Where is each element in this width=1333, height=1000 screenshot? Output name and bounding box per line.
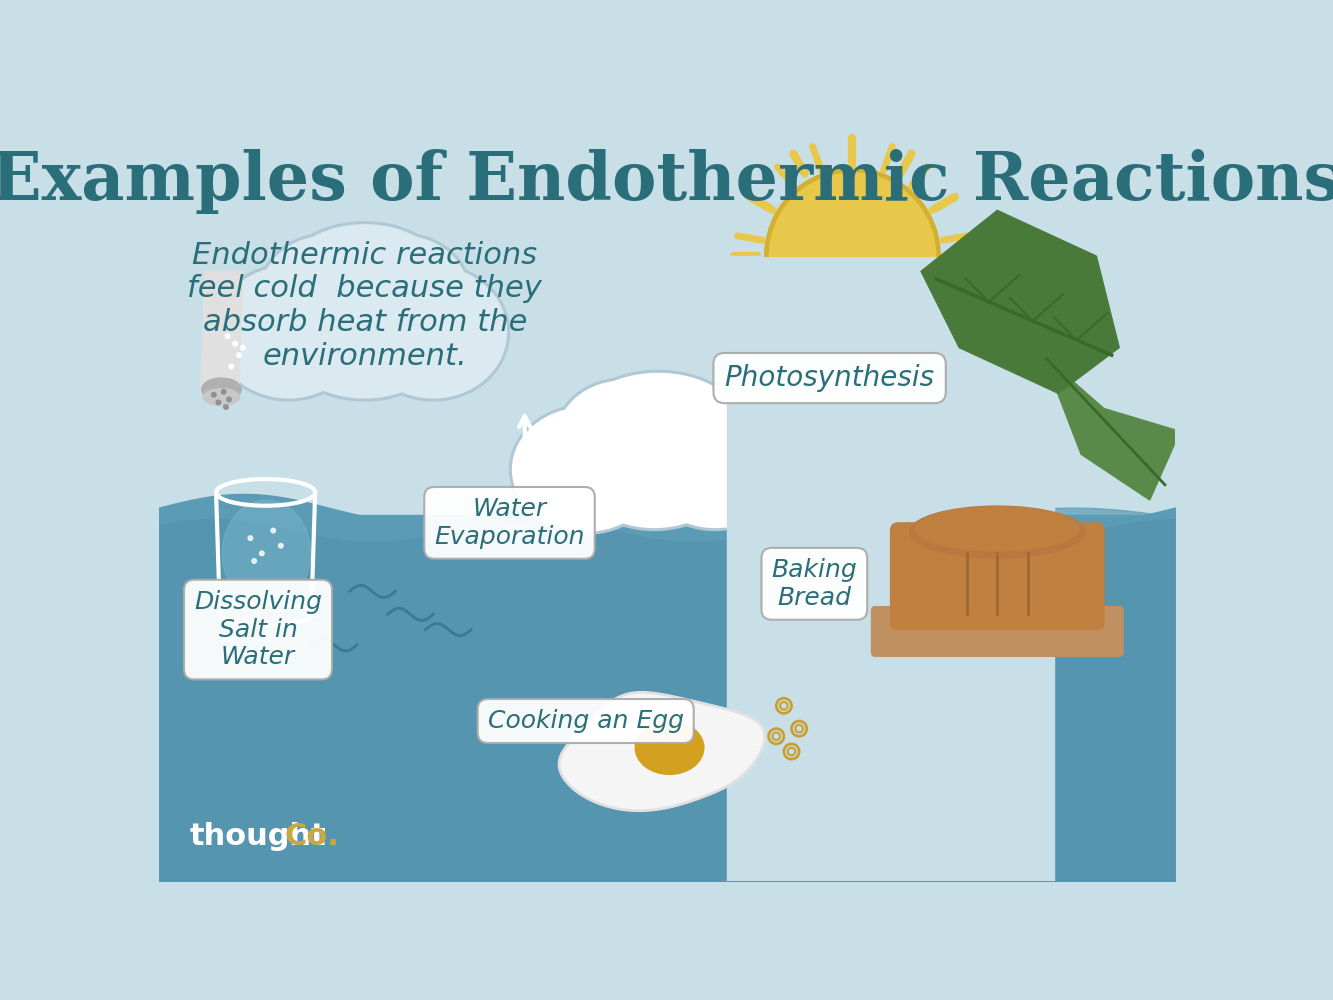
Text: Examples of Endothermic Reactions: Examples of Endothermic Reactions <box>0 149 1333 214</box>
Ellipse shape <box>909 506 1085 558</box>
Ellipse shape <box>577 373 738 474</box>
Ellipse shape <box>627 383 758 492</box>
Circle shape <box>260 551 264 556</box>
Circle shape <box>252 559 256 563</box>
Circle shape <box>279 543 283 548</box>
Ellipse shape <box>261 236 392 352</box>
Ellipse shape <box>281 222 448 336</box>
Ellipse shape <box>643 404 788 527</box>
Ellipse shape <box>645 729 664 743</box>
Ellipse shape <box>916 507 1080 551</box>
Polygon shape <box>201 271 243 393</box>
Ellipse shape <box>639 401 792 530</box>
Ellipse shape <box>284 225 445 333</box>
Ellipse shape <box>563 378 745 530</box>
Ellipse shape <box>269 236 461 398</box>
Ellipse shape <box>265 233 464 401</box>
Circle shape <box>233 341 237 346</box>
Text: Dissolving
Salt in
Water: Dissolving Salt in Water <box>195 590 323 669</box>
Circle shape <box>224 405 228 409</box>
Ellipse shape <box>575 370 742 477</box>
Ellipse shape <box>335 233 472 355</box>
Ellipse shape <box>223 500 311 607</box>
Text: Baking
Bread: Baking Bread <box>772 558 857 610</box>
Ellipse shape <box>636 721 704 774</box>
Ellipse shape <box>201 378 241 401</box>
Polygon shape <box>765 168 940 256</box>
Polygon shape <box>769 173 936 256</box>
Text: Endothermic reactions
feel cold  because they
absorb heat from the
environment.: Endothermic reactions feel cold because … <box>188 241 543 371</box>
Ellipse shape <box>513 408 659 531</box>
Ellipse shape <box>556 378 692 492</box>
Ellipse shape <box>216 267 361 398</box>
Circle shape <box>769 173 936 339</box>
Text: thought: thought <box>189 822 327 851</box>
Ellipse shape <box>259 233 395 355</box>
Ellipse shape <box>559 381 689 489</box>
FancyBboxPatch shape <box>872 607 1122 656</box>
Bar <box>159 515 1174 881</box>
Circle shape <box>225 334 229 338</box>
Polygon shape <box>559 692 765 811</box>
Circle shape <box>240 345 245 350</box>
Circle shape <box>271 528 276 533</box>
Circle shape <box>212 393 216 397</box>
Polygon shape <box>1042 355 1180 500</box>
Bar <box>726 256 1054 881</box>
Text: Photosynthesis: Photosynthesis <box>725 364 934 392</box>
Circle shape <box>216 400 221 405</box>
Ellipse shape <box>567 381 742 527</box>
Ellipse shape <box>357 264 509 401</box>
Circle shape <box>229 364 233 369</box>
Ellipse shape <box>624 380 761 495</box>
Polygon shape <box>921 210 1120 393</box>
Ellipse shape <box>212 264 365 401</box>
Circle shape <box>227 397 232 402</box>
Text: Water
Evaporation: Water Evaporation <box>435 497 585 549</box>
Circle shape <box>765 168 940 344</box>
Ellipse shape <box>906 508 1089 569</box>
Circle shape <box>237 353 241 357</box>
Text: Co.: Co. <box>285 822 340 851</box>
Ellipse shape <box>360 267 507 398</box>
Ellipse shape <box>203 389 240 405</box>
Ellipse shape <box>509 405 663 534</box>
Circle shape <box>221 389 227 394</box>
Circle shape <box>248 536 253 540</box>
Text: Cooking an Egg: Cooking an Egg <box>488 709 684 733</box>
Ellipse shape <box>337 236 468 352</box>
FancyBboxPatch shape <box>890 523 1104 630</box>
